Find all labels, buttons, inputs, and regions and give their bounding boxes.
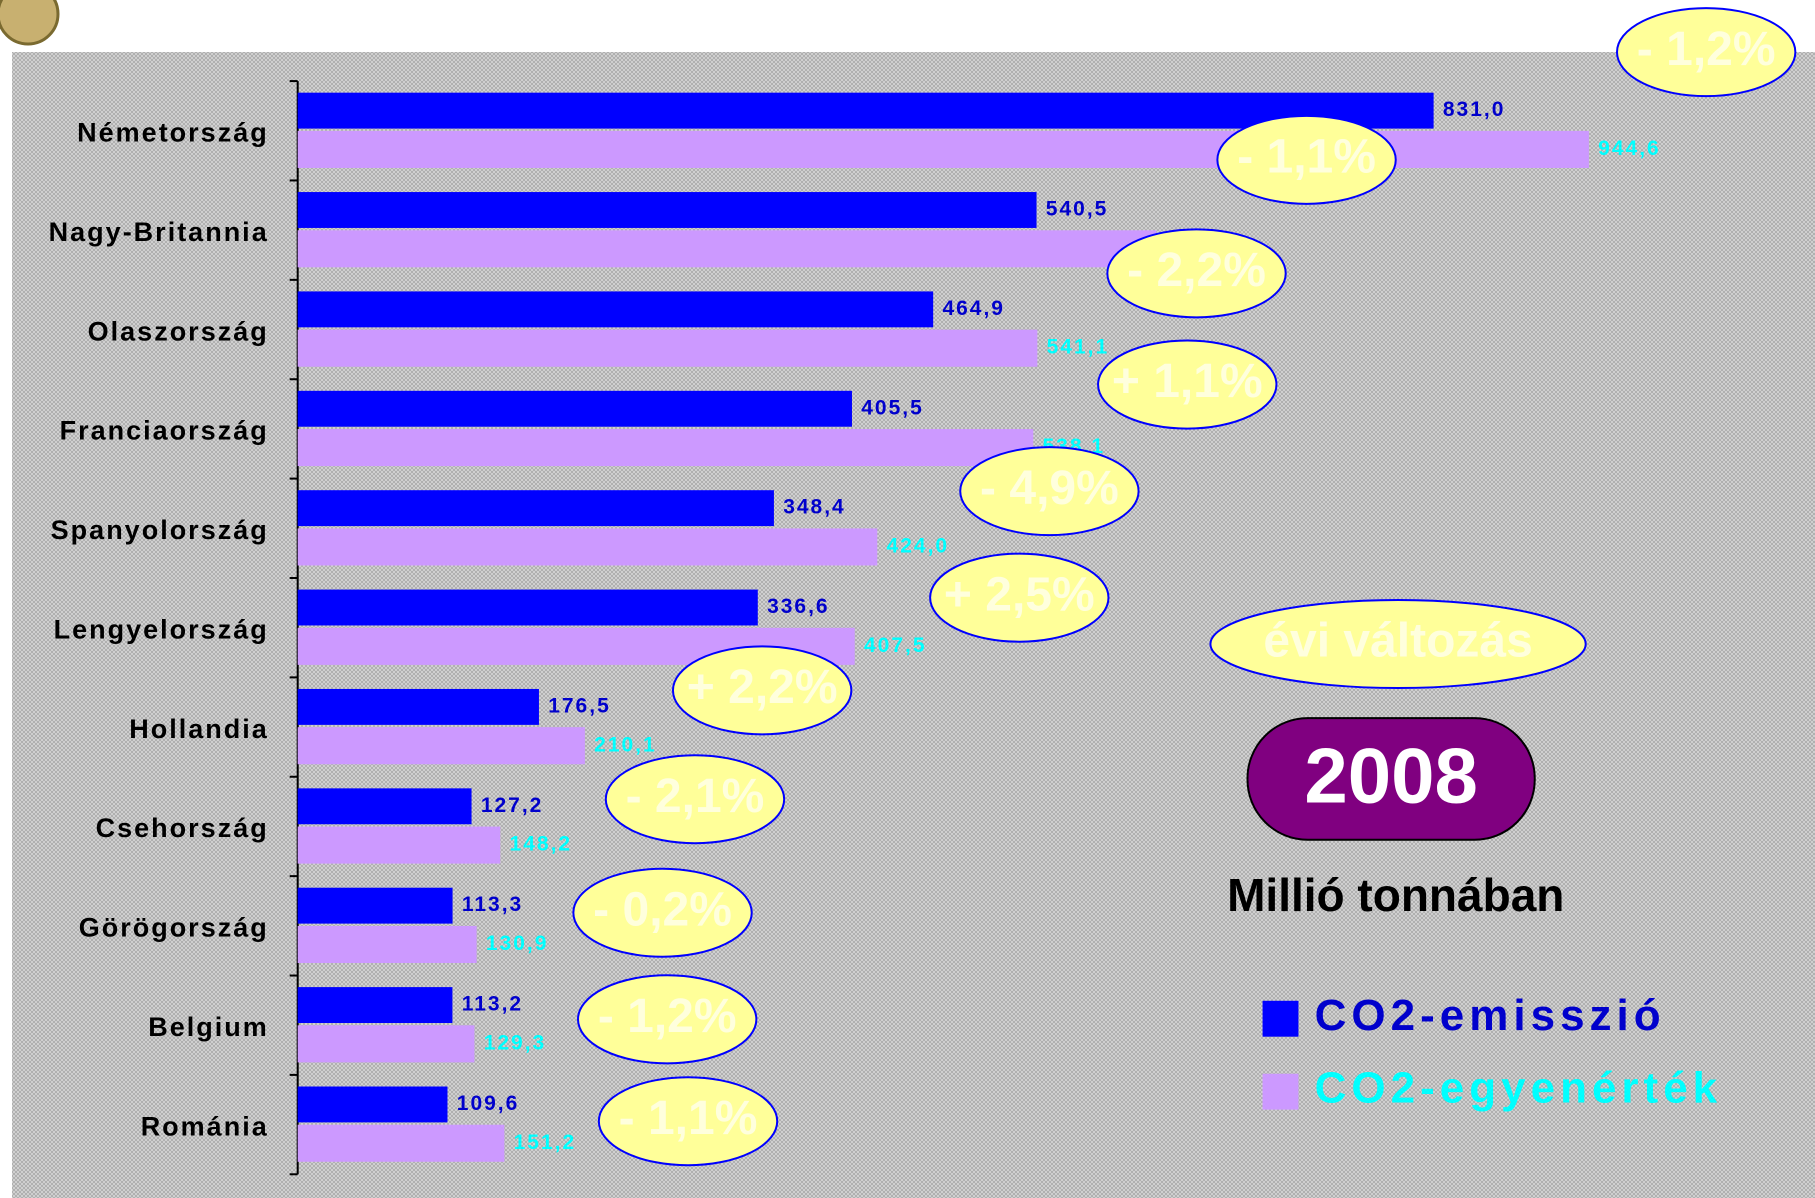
- value-label: 541,1: [1047, 336, 1110, 359]
- value-label: 151,2: [514, 1131, 577, 1154]
- bar: [297, 788, 472, 825]
- year-box: [1246, 717, 1536, 841]
- change-bubble: [929, 552, 1110, 643]
- value-label: 127,2: [481, 794, 544, 817]
- value-label: 540,5: [1046, 198, 1109, 221]
- change-label: + 1,1%: [1112, 355, 1263, 408]
- change-bubble: [1097, 339, 1278, 430]
- value-label: 831,0: [1443, 98, 1506, 121]
- change-label: évi változás: [1263, 615, 1532, 668]
- category-label: Hollandia: [129, 714, 269, 744]
- category-label: Belgium: [148, 1012, 269, 1042]
- category-label: Olaszország: [88, 316, 269, 346]
- value-label: 348,4: [783, 496, 846, 519]
- change-bubble: [597, 1076, 779, 1167]
- value-label: 210,1: [594, 733, 657, 756]
- change-bubble: [1106, 228, 1287, 319]
- category-label: Nagy-Britannia: [49, 217, 269, 247]
- value-label: 336,6: [767, 595, 830, 618]
- bar: [297, 528, 878, 566]
- change-bubble: [1209, 598, 1587, 690]
- bar: [297, 429, 1034, 467]
- legend-swatch: [1262, 1073, 1299, 1110]
- bar: [297, 589, 758, 626]
- value-label: 405,5: [861, 396, 924, 419]
- value-label: 109,6: [457, 1092, 520, 1115]
- value-label: 129,3: [484, 1031, 547, 1054]
- bar: [297, 826, 501, 864]
- bar: [297, 727, 585, 765]
- value-label: 148,2: [510, 833, 573, 856]
- logo: [0, 0, 60, 46]
- value-label: 113,3: [462, 893, 523, 916]
- change-label: - 1,1%: [1237, 131, 1376, 184]
- unit-label: Millió tonnában: [1227, 869, 1564, 921]
- value-label: 130,9: [486, 932, 549, 955]
- change-bubble: [576, 974, 758, 1065]
- change-bubble: [671, 645, 853, 736]
- change-bubble: [1615, 7, 1797, 98]
- legend-label: CO2-egyenérték: [1315, 1064, 1722, 1113]
- bar: [297, 688, 539, 725]
- category-label: Spanyolország: [51, 515, 269, 545]
- bar: [297, 390, 852, 427]
- bar: [297, 987, 453, 1024]
- bar: [297, 92, 1434, 129]
- change-label: + 2,2%: [687, 661, 838, 714]
- change-label: - 1,2%: [1637, 23, 1776, 76]
- change-bubble: [1216, 114, 1397, 205]
- bar: [297, 230, 1157, 268]
- change-label: - 1,1%: [619, 1092, 758, 1145]
- value-label: 944,6: [1598, 137, 1661, 160]
- year-label: 2008: [1304, 731, 1478, 819]
- value-label: 176,5: [548, 694, 611, 717]
- bar: [297, 925, 477, 964]
- value-label: 464,9: [942, 297, 1005, 320]
- category-label: Görögország: [79, 913, 269, 943]
- change-label: - 2,1%: [626, 770, 765, 823]
- change-label: + 2,5%: [944, 568, 1095, 621]
- change-label: - 4,9%: [980, 462, 1119, 515]
- change-bubble: [959, 446, 1140, 537]
- value-label: 407,5: [864, 634, 927, 657]
- bar: [297, 1124, 505, 1162]
- change-label: - 2,2%: [1127, 244, 1266, 297]
- change-label: - 0,2%: [593, 883, 732, 936]
- category-label: Németország: [77, 117, 269, 147]
- bar: [297, 291, 934, 328]
- category-label: Lengyelország: [54, 614, 269, 644]
- annotations: - 1,2% - 1,1% - 2,2% + 1,1% - 4,9% + 2,5% + 2,…: [572, 7, 1797, 1167]
- category-label: Románia: [141, 1111, 269, 1141]
- change-label: - 1,2%: [598, 990, 737, 1043]
- change-bubble: [572, 867, 753, 958]
- category-label: Franciaország: [60, 416, 269, 446]
- change-bubble: [604, 754, 786, 845]
- bar: [297, 490, 774, 527]
- bar: [297, 329, 1038, 367]
- value-label: 424,0: [887, 534, 950, 557]
- bar: [297, 1025, 475, 1063]
- bar: [297, 192, 1037, 228]
- legend-swatch: [1262, 1000, 1299, 1037]
- bar: [297, 1086, 448, 1123]
- legend-label: CO2-emisszió: [1315, 991, 1666, 1040]
- category-label: Csehország: [96, 813, 269, 843]
- value-label: 113,2: [462, 993, 523, 1016]
- bar: [297, 887, 453, 924]
